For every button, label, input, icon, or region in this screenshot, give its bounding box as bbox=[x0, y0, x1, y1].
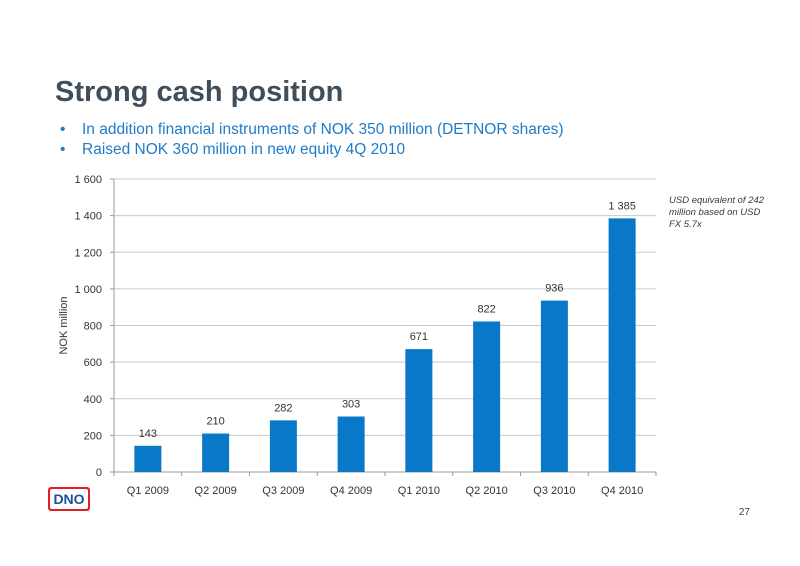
bullet-item: • In addition financial instruments of NO… bbox=[60, 120, 564, 140]
y-tick-label: 0 bbox=[96, 467, 102, 479]
y-tick-label: 600 bbox=[84, 357, 102, 369]
data-label: 282 bbox=[274, 402, 292, 414]
bar bbox=[269, 420, 297, 472]
y-axis-label: NOK million bbox=[58, 296, 70, 354]
y-tick-label: 1 000 bbox=[74, 284, 102, 296]
data-label: 671 bbox=[410, 331, 428, 343]
bullet-list: • In addition financial instruments of NO… bbox=[60, 120, 564, 160]
x-tick-label: Q4 2009 bbox=[330, 485, 372, 497]
x-tick-label: Q1 2009 bbox=[127, 485, 169, 497]
page-title: Strong cash position bbox=[55, 76, 344, 108]
data-label: 210 bbox=[206, 416, 224, 428]
bar bbox=[540, 300, 568, 472]
data-label: 936 bbox=[545, 283, 563, 295]
bullet-text: In addition financial instruments of NOK… bbox=[82, 121, 564, 138]
usd-note: USD equivalent of 242 million based on U… bbox=[669, 195, 765, 230]
bullet-item: • Raised NOK 360 million in new equity 4Q… bbox=[60, 140, 564, 160]
bar bbox=[608, 218, 636, 472]
bar bbox=[337, 416, 365, 472]
dno-logo: DNO bbox=[48, 487, 90, 511]
y-tick-label: 200 bbox=[84, 430, 102, 442]
y-tick-label: 1 400 bbox=[74, 211, 102, 223]
data-label: 303 bbox=[342, 399, 360, 411]
bar bbox=[134, 445, 162, 472]
data-label: 822 bbox=[477, 303, 495, 315]
x-tick-label: Q2 2010 bbox=[466, 485, 508, 497]
x-tick-label: Q1 2010 bbox=[398, 485, 440, 497]
data-label: 143 bbox=[139, 428, 157, 440]
x-tick-label: Q4 2010 bbox=[601, 485, 643, 497]
bullet-marker: • bbox=[60, 121, 66, 138]
data-label: 1 385 bbox=[608, 200, 636, 212]
y-tick-label: 1 200 bbox=[74, 247, 102, 259]
y-tick-label: 400 bbox=[84, 394, 102, 406]
bullet-text: Raised NOK 360 million in new equity 4Q … bbox=[82, 141, 406, 158]
x-tick-label: Q3 2009 bbox=[262, 485, 304, 497]
bar bbox=[202, 433, 230, 472]
page-number: 27 bbox=[738, 507, 750, 518]
logo-text: DNO bbox=[53, 491, 84, 507]
y-tick-label: 1 600 bbox=[74, 174, 102, 186]
bar bbox=[473, 321, 501, 472]
bullet-marker: • bbox=[60, 141, 66, 158]
x-tick-label: Q2 2009 bbox=[195, 485, 237, 497]
bar bbox=[405, 349, 433, 472]
x-tick-label: Q3 2010 bbox=[533, 485, 575, 497]
y-tick-label: 800 bbox=[84, 321, 102, 333]
